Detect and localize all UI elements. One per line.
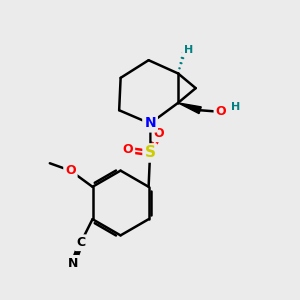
Text: O: O xyxy=(215,105,226,118)
Text: S: S xyxy=(145,146,156,160)
Text: N: N xyxy=(144,116,156,130)
Text: O: O xyxy=(123,143,133,157)
Polygon shape xyxy=(178,103,201,114)
Text: C: C xyxy=(76,236,85,249)
Text: O: O xyxy=(65,164,76,177)
Text: H: H xyxy=(231,102,240,112)
Text: N: N xyxy=(68,257,79,270)
Text: H: H xyxy=(184,45,193,55)
Text: O: O xyxy=(154,127,164,140)
